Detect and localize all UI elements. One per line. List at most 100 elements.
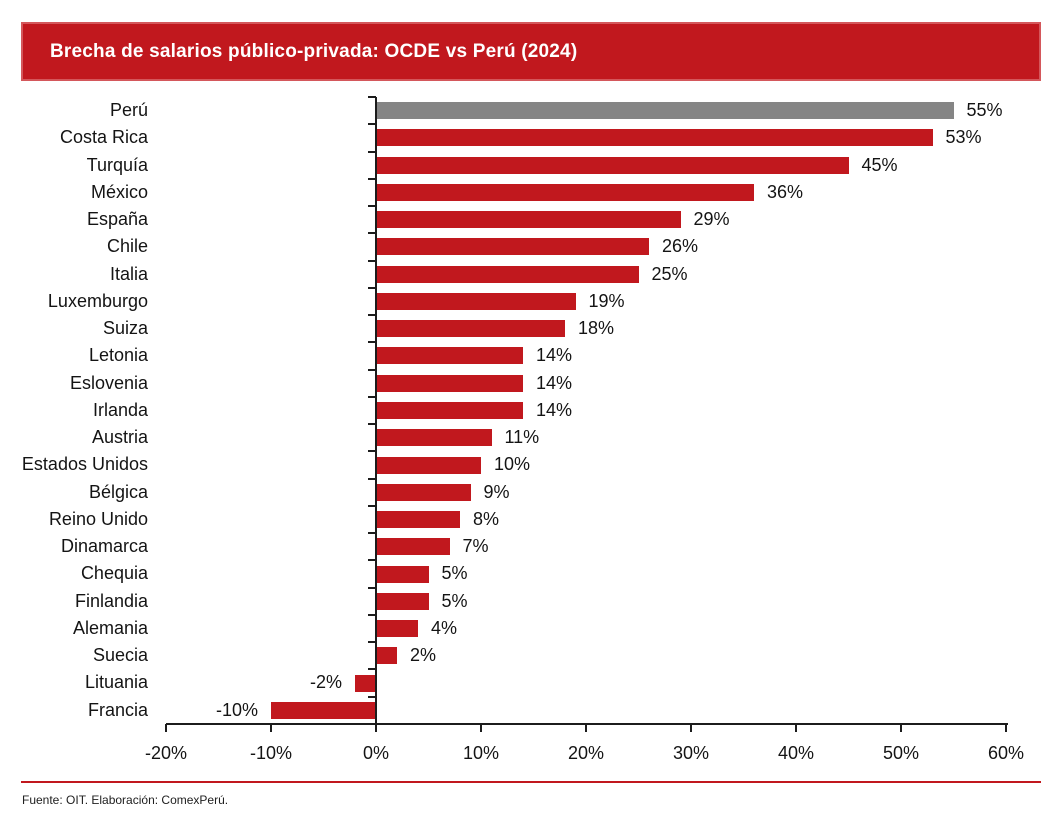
y-axis-tick (368, 559, 376, 562)
bar-letonia (376, 347, 523, 365)
y-axis-tick (368, 314, 376, 317)
y-axis-tick (368, 477, 376, 480)
bar-lituania (355, 674, 376, 692)
value-label-turquia: 45% (861, 154, 898, 175)
value-label-mexico: 36% (767, 181, 804, 202)
x-tick-label-0-: 0% (362, 743, 389, 763)
bar-turquia (376, 156, 849, 174)
x-axis-line (166, 723, 1008, 725)
x-tick-label-40-: 40% (777, 743, 815, 763)
x-axis-tick (900, 724, 902, 732)
category-label-belgica: Bélgica (88, 481, 148, 502)
y-axis-line (375, 97, 377, 732)
chart-title-bar: Brecha de salarios público-privada: OCDE… (21, 22, 1041, 81)
value-label-letonia: 14% (536, 345, 573, 366)
y-axis-tick (368, 96, 376, 98)
category-label-francia: Francia (87, 699, 148, 720)
y-axis-tick (368, 395, 376, 398)
x-tick-label-20-: 20% (567, 743, 605, 763)
bar-dinamarca (376, 538, 450, 556)
category-label-mexico: México (90, 181, 148, 202)
category-label-irlanda: Irlanda (92, 399, 148, 420)
x-tick-label-60-: 60% (987, 743, 1025, 763)
x-tick-label--10-: -10% (249, 743, 293, 763)
value-label-suiza: 18% (578, 318, 615, 339)
y-axis-tick (368, 423, 376, 426)
x-axis-tick (480, 724, 482, 732)
bar-francia (271, 701, 376, 719)
bar-eslovenia (376, 374, 523, 392)
category-label-luxemburgo: Luxemburgo (47, 290, 148, 311)
y-axis-tick (368, 205, 376, 208)
bar-luxemburgo (376, 292, 576, 310)
bar-chequia (376, 565, 429, 583)
source-note: Fuente: OIT. Elaboración: ComexPerú. (22, 793, 229, 807)
category-label-costa-rica: Costa Rica (59, 127, 148, 148)
category-label-chile: Chile (106, 236, 148, 257)
y-axis-tick (368, 641, 376, 644)
category-label-eslovenia: Eslovenia (69, 372, 148, 393)
y-axis-tick (368, 259, 376, 262)
bar-austria (376, 429, 492, 447)
category-label-suiza: Suiza (102, 318, 148, 339)
category-label-estados-unidos: Estados Unidos (21, 454, 148, 475)
chart-title: Brecha de salarios público-privada: OCDE… (50, 41, 578, 62)
y-axis-tick (368, 368, 376, 371)
category-label-chequia: Chequia (80, 563, 148, 584)
y-axis-tick (368, 586, 376, 589)
x-tick-label-50-: 50% (882, 743, 920, 763)
category-label-peru: Perú (109, 100, 148, 120)
bar-espana (376, 211, 681, 229)
category-label-italia: Italia (109, 263, 148, 284)
x-axis-tick (270, 724, 272, 732)
category-label-letonia: Letonia (88, 345, 148, 366)
x-tick-label-30-: 30% (672, 743, 710, 763)
bar-alemania (376, 620, 418, 638)
value-label-estados-unidos: 10% (494, 454, 531, 475)
category-label-reino-unido: Reino Unido (48, 508, 148, 529)
x-axis-tick (165, 724, 167, 732)
value-label-finlandia: 5% (441, 590, 468, 611)
y-axis-tick (368, 150, 376, 153)
bar-mexico (376, 183, 754, 201)
y-axis-tick (368, 341, 376, 344)
value-label-dinamarca: 7% (462, 536, 489, 557)
value-label-italia: 25% (651, 263, 688, 284)
category-label-dinamarca: Dinamarca (60, 536, 148, 557)
category-label-austria: Austria (91, 427, 148, 448)
value-label-espana: 29% (693, 209, 730, 230)
category-label-lituania: Lituania (84, 672, 148, 693)
bar-suecia (376, 647, 397, 665)
bar-belgica (376, 483, 471, 501)
value-label-suecia: 2% (410, 645, 437, 666)
y-axis-tick (368, 695, 376, 698)
y-axis-tick (368, 532, 376, 535)
value-label-eslovenia: 14% (536, 372, 573, 393)
value-label-austria: 11% (504, 427, 540, 448)
y-axis-tick (368, 286, 376, 289)
y-axis-tick (368, 232, 376, 235)
x-axis-tick (795, 724, 797, 732)
category-label-turquia: Turquía (86, 154, 148, 175)
bar-costa-rica (376, 129, 933, 147)
bar-peru (376, 102, 954, 120)
value-label-alemania: 4% (431, 617, 458, 638)
y-axis-tick (368, 123, 376, 126)
value-label-irlanda: 14% (536, 399, 573, 420)
bar-estados-unidos (376, 456, 481, 474)
value-label-luxemburgo: 19% (588, 290, 625, 311)
value-label-peru: 55% (966, 100, 1003, 120)
x-axis-tick (375, 724, 377, 732)
y-axis-tick (368, 450, 376, 453)
y-axis-tick (368, 668, 376, 671)
bar-italia (376, 265, 639, 283)
value-label-chequia: 5% (441, 563, 468, 584)
x-axis-tick (690, 724, 692, 732)
x-tick-label--20-: -20% (144, 743, 188, 763)
x-tick-label-10-: 10% (462, 743, 500, 763)
y-axis-tick (368, 177, 376, 180)
x-axis-tick (1005, 724, 1007, 732)
value-label-francia: -10% (215, 699, 258, 720)
